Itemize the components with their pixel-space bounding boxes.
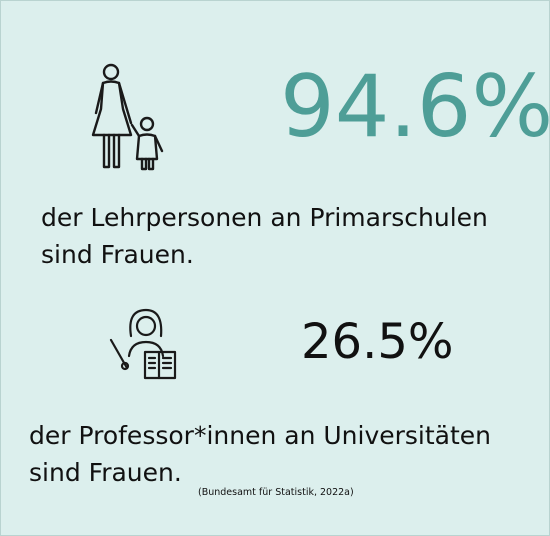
professor-percentage: 26.5%	[301, 314, 454, 370]
teacher-with-pointer-icon	[109, 308, 177, 380]
primary-teacher-percentage: 94.6%	[280, 57, 550, 157]
professor-description: der Professor*innen an Universitäten sin…	[29, 421, 492, 487]
primary-teacher-description: der Lehrpersonen an Primarschulen sind F…	[41, 203, 488, 269]
mother-and-child-icon	[91, 63, 164, 171]
source-citation: (Bundesamt für Statistik, 2022a)	[198, 487, 354, 498]
